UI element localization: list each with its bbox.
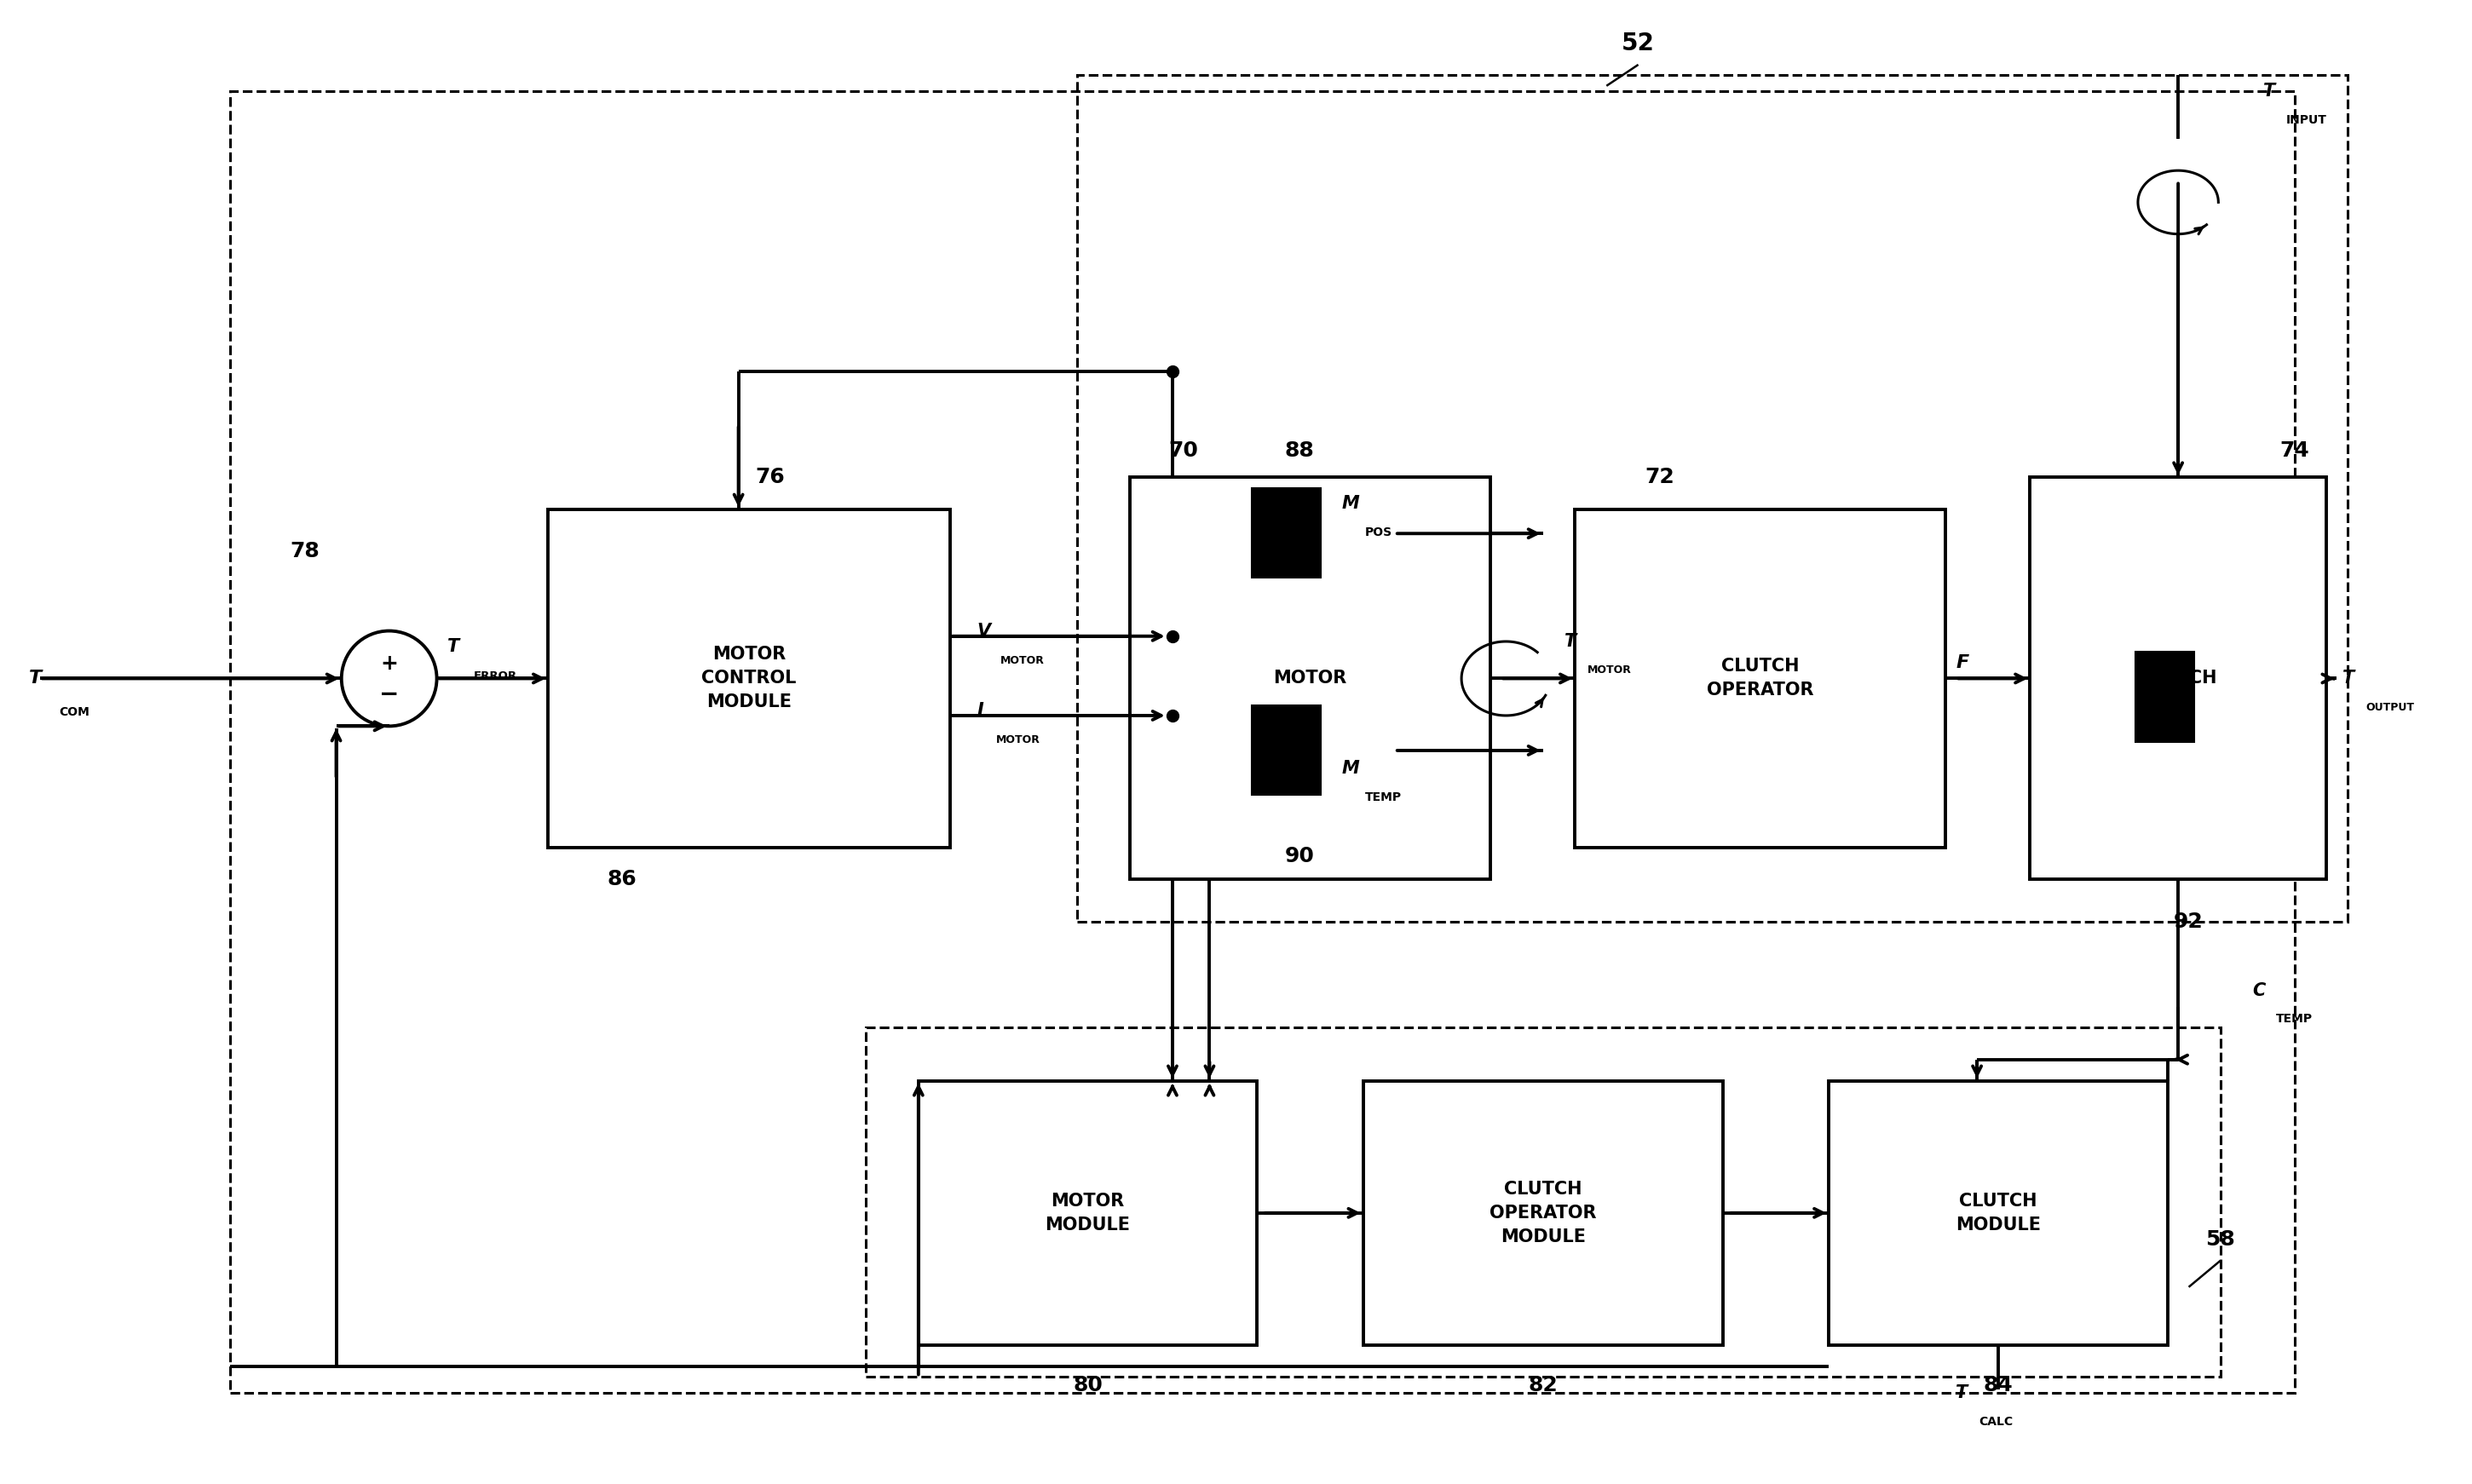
Text: F: F (1955, 654, 1968, 671)
Text: TEMP: TEMP (1365, 791, 1402, 803)
Text: T: T (30, 669, 42, 687)
Text: 72: 72 (1644, 467, 1674, 488)
Text: 76: 76 (756, 467, 786, 488)
Text: MOTOR: MOTOR (1001, 654, 1043, 666)
FancyBboxPatch shape (1575, 509, 1945, 847)
Text: CALC: CALC (1980, 1416, 2012, 1428)
FancyBboxPatch shape (2030, 478, 2326, 880)
Text: 82: 82 (1528, 1376, 1557, 1395)
Text: 80: 80 (1073, 1376, 1103, 1395)
FancyBboxPatch shape (1251, 705, 1320, 795)
Text: C: C (2252, 982, 2264, 999)
FancyBboxPatch shape (1251, 488, 1320, 577)
FancyBboxPatch shape (2136, 651, 2195, 742)
FancyBboxPatch shape (1362, 1080, 1723, 1345)
FancyBboxPatch shape (549, 509, 949, 847)
Text: +: + (381, 653, 398, 674)
Text: MOTOR: MOTOR (1587, 665, 1632, 675)
Text: COM: COM (59, 706, 89, 718)
Text: OUTPUT: OUTPUT (2366, 702, 2415, 712)
Text: 90: 90 (1285, 846, 1315, 867)
Text: ERROR: ERROR (475, 671, 517, 683)
Text: T: T (447, 638, 460, 656)
Text: 92: 92 (2173, 911, 2203, 932)
Text: T: T (2343, 669, 2353, 687)
Text: INPUT: INPUT (2287, 114, 2326, 126)
Text: 52: 52 (1622, 31, 1654, 55)
Text: 86: 86 (608, 870, 638, 890)
Text: T: T (2262, 83, 2274, 99)
Text: 74: 74 (2279, 441, 2309, 462)
Text: 70: 70 (1169, 441, 1199, 462)
Text: CLUTCH
MODULE: CLUTCH MODULE (1955, 1193, 2042, 1233)
Text: MOTOR: MOTOR (1273, 669, 1347, 687)
Text: CLUTCH
OPERATOR: CLUTCH OPERATOR (1706, 657, 1814, 699)
Text: MOTOR
CONTROL
MODULE: MOTOR CONTROL MODULE (702, 646, 796, 711)
Text: CLUTCH
OPERATOR
MODULE: CLUTCH OPERATOR MODULE (1491, 1181, 1597, 1245)
Text: 84: 84 (1983, 1376, 2012, 1395)
Text: 78: 78 (289, 542, 319, 562)
Text: POS: POS (1365, 527, 1392, 539)
Text: CLUTCH: CLUTCH (2138, 669, 2217, 687)
Text: MOTOR
MODULE: MOTOR MODULE (1046, 1193, 1130, 1233)
Text: I: I (976, 702, 984, 718)
FancyBboxPatch shape (1829, 1080, 2168, 1345)
Text: 88: 88 (1285, 441, 1315, 462)
Text: 58: 58 (2205, 1229, 2235, 1250)
Text: M: M (1342, 496, 1360, 512)
Text: V: V (976, 622, 991, 640)
Text: T: T (1565, 634, 1577, 650)
Text: T: T (1955, 1385, 1968, 1401)
Text: M: M (1342, 760, 1360, 778)
Text: −: − (378, 683, 398, 706)
FancyBboxPatch shape (920, 1080, 1258, 1345)
Text: TEMP: TEMP (2277, 1014, 2311, 1025)
Text: MOTOR: MOTOR (996, 735, 1041, 745)
FancyBboxPatch shape (1130, 478, 1491, 880)
